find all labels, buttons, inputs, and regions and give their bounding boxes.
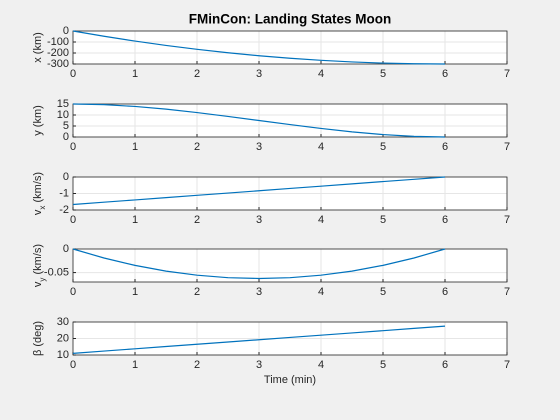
y-tick-label: 0 [63, 131, 69, 143]
axes-box [72, 248, 508, 283]
x-tick-label: 0 [70, 214, 76, 226]
x-tick-label: 6 [442, 286, 448, 298]
x-tick-label: 5 [380, 214, 386, 226]
chart-title: FMinCon: Landing States Moon [189, 12, 391, 27]
axes-background [73, 104, 507, 137]
axes-box [72, 176, 508, 211]
y-tick-label: 0 [63, 243, 69, 255]
data-line [72, 176, 446, 206]
x-tick-label: 6 [442, 214, 448, 226]
x-tick-label: 2 [194, 359, 200, 371]
y-tick-label: 20 [57, 332, 69, 344]
x-tick-label: 6 [442, 359, 448, 371]
x-tick-label: 5 [380, 359, 386, 371]
y-axis-label: β (deg) [32, 321, 44, 356]
x-tick-label: 2 [194, 68, 200, 80]
x-tick-label: 5 [380, 141, 386, 153]
x-tick-label: 2 [194, 286, 200, 298]
x-tick-label: 0 [70, 359, 76, 371]
x-tick-label: 0 [70, 141, 76, 153]
y-tick-label: 15 [57, 98, 69, 110]
data-line [72, 30, 446, 65]
y-tick-label: -100 [47, 36, 69, 48]
y-tick-label: 30 [57, 316, 69, 328]
x-tick-label: 0 [70, 68, 76, 80]
axes-background [73, 31, 507, 64]
y-tick-label: 0 [63, 171, 69, 183]
data-line [72, 248, 446, 280]
x-tick-label: 1 [132, 359, 138, 371]
x-tick-label: 1 [132, 141, 138, 153]
x-tick-label: 7 [504, 214, 510, 226]
data-line [72, 103, 446, 138]
x-tick-label: 6 [442, 141, 448, 153]
x-axis-label: Time (min) [264, 374, 316, 386]
y-axis-label-part: (km/s) [32, 172, 44, 206]
x-tick-label: 7 [504, 68, 510, 80]
x-tick-label: 4 [318, 286, 324, 298]
axes-box [72, 321, 508, 356]
y-tick-label: 0 [63, 25, 69, 37]
x-tick-label: 4 [318, 141, 324, 153]
x-tick-label: 4 [318, 214, 324, 226]
x-tick-label: 4 [318, 359, 324, 371]
x-tick-label: 4 [318, 68, 324, 80]
y-tick-label: -200 [47, 47, 69, 59]
y-axis-label-part: v [32, 209, 44, 215]
y-axis-label: x (km) [32, 32, 44, 63]
x-tick-label: 1 [132, 286, 138, 298]
y-axis-label: y (km) [32, 105, 44, 136]
y-axis-label-part: v [32, 281, 44, 287]
axes-box [72, 103, 508, 138]
x-tick-label: 1 [132, 68, 138, 80]
y-axis-label: vx (km/s) [32, 172, 47, 215]
x-tick-label: 5 [380, 286, 386, 298]
data-line [72, 325, 446, 354]
x-tick-label: 1 [132, 214, 138, 226]
x-tick-label: 2 [194, 141, 200, 153]
x-tick-label: 0 [70, 286, 76, 298]
x-tick-label: 3 [256, 141, 262, 153]
x-tick-label: 3 [256, 214, 262, 226]
axes-background [73, 249, 507, 282]
axes-box [72, 30, 508, 65]
x-tick-label: 7 [504, 359, 510, 371]
y-tick-label: -0.05 [44, 266, 69, 278]
x-tick-label: 3 [256, 286, 262, 298]
x-tick-label: 7 [504, 286, 510, 298]
y-tick-label: 10 [57, 109, 69, 121]
y-axis-label-part: x [38, 206, 47, 210]
x-tick-label: 2 [194, 214, 200, 226]
x-tick-label: 6 [442, 68, 448, 80]
y-axis-label-part: y [38, 278, 47, 282]
y-tick-label: -1 [59, 187, 69, 199]
y-tick-label: -2 [59, 204, 69, 216]
y-tick-label: 5 [63, 120, 69, 132]
x-tick-label: 3 [256, 68, 262, 80]
y-axis-label: vy (km/s) [32, 244, 47, 287]
x-tick-label: 3 [256, 359, 262, 371]
y-tick-label: -300 [47, 58, 69, 70]
y-tick-label: 10 [57, 349, 69, 361]
y-axis-label-part: (km/s) [32, 244, 44, 278]
x-tick-label: 7 [504, 141, 510, 153]
x-tick-label: 5 [380, 68, 386, 80]
